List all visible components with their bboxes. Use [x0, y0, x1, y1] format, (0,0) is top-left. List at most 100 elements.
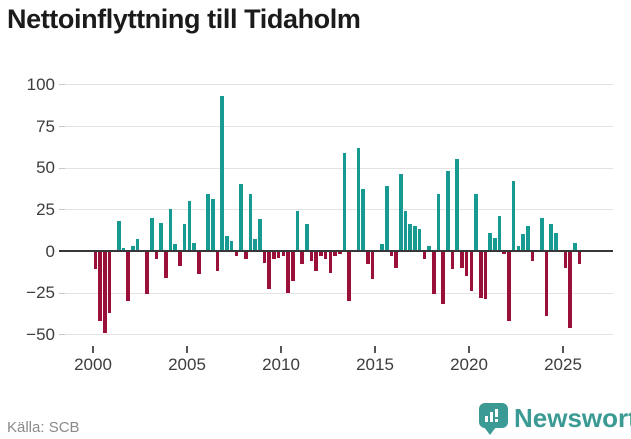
y-axis-label: 25	[36, 199, 55, 219]
bar-2006Q1	[206, 194, 210, 251]
gridline	[65, 209, 613, 211]
x-axis-label: 2020	[450, 355, 488, 374]
bar-2011Q3	[309, 251, 314, 261]
bar-2022Q3	[516, 246, 521, 251]
bar-2009Q1	[262, 251, 267, 263]
bar-2020Q1	[469, 251, 474, 291]
bar-2007Q3	[234, 251, 239, 256]
bar-2022Q4	[521, 234, 525, 251]
bar-2011Q4	[314, 251, 319, 271]
x-tick-mark	[374, 346, 376, 353]
bar-2003Q3	[159, 222, 163, 251]
gridline	[65, 292, 613, 294]
bar-2022Q1	[507, 251, 511, 321]
bar-2024Q2	[549, 224, 554, 251]
bar-2013Q3	[347, 251, 351, 301]
bar-2007Q2	[229, 241, 234, 251]
bar-2023Q2	[530, 251, 535, 261]
bar-2019Q3	[460, 251, 464, 268]
bar-2016Q3	[403, 211, 408, 251]
x-axis-label: 2025	[544, 355, 582, 374]
bar-2016Q4	[408, 224, 413, 251]
y-axis-label: 50	[36, 158, 55, 178]
bar-2009Q2	[267, 251, 272, 290]
bar-2018Q4	[446, 171, 450, 251]
bar-2003Q1	[149, 217, 154, 251]
bar-2015Q2	[380, 244, 384, 251]
bar-2025Q1	[563, 251, 568, 268]
y-tick-mark	[59, 126, 65, 127]
bar-2020Q3	[478, 251, 483, 298]
bar-2025Q3	[572, 242, 577, 251]
bar-2009Q4	[276, 251, 281, 258]
y-axis-label: 0	[45, 241, 55, 261]
bar-2020Q4	[483, 251, 488, 300]
y-axis-label: 100	[26, 74, 55, 94]
bar-2021Q3	[497, 216, 502, 251]
bar-2018Q3	[441, 251, 445, 305]
bar-2025Q4	[577, 251, 582, 265]
bar-2024Q3	[554, 232, 558, 251]
bar-2000Q1	[93, 251, 98, 270]
bar-2005Q1	[187, 201, 192, 251]
y-tick-mark	[59, 334, 65, 336]
x-axis-label: 2010	[262, 355, 300, 374]
bar-2001Q3	[121, 247, 126, 251]
y-axis-label: −50	[26, 324, 55, 344]
newsworthy-logo-icon	[479, 403, 508, 435]
bar-2007Q4	[239, 184, 243, 251]
bar-2008Q1	[243, 251, 248, 260]
bar-2015Q3	[384, 186, 389, 251]
bar-2017Q3	[422, 251, 427, 260]
bar-2007Q1	[225, 236, 229, 251]
bar-2008Q4	[258, 219, 262, 251]
bar-2003Q4	[164, 251, 168, 278]
bar-2013Q2	[342, 152, 347, 251]
bar-2011Q1	[300, 251, 304, 265]
bar-2014Q3	[366, 251, 370, 265]
bar-2008Q2	[248, 194, 253, 251]
bar-2010Q1	[281, 251, 286, 256]
bar-2012Q2	[323, 251, 328, 260]
x-tick-mark	[186, 346, 188, 353]
bar-2014Q1	[356, 147, 361, 251]
bar-2012Q4	[333, 251, 337, 256]
newsworthy-logo[interactable]: Newsworthy	[479, 403, 631, 435]
bar-2008Q3	[253, 239, 257, 251]
bar-2014Q4	[370, 251, 375, 280]
bar-2019Q4	[464, 251, 469, 276]
y-tick-mark	[59, 292, 65, 294]
bar-2004Q3	[178, 251, 182, 266]
bar-2002Q1	[131, 246, 135, 251]
y-tick-mark	[59, 209, 65, 211]
bar-2012Q3	[328, 251, 333, 273]
bar-2013Q1	[337, 251, 342, 255]
bar-2010Q2	[286, 251, 290, 293]
bar-2018Q1	[431, 251, 436, 295]
bar-2004Q2	[173, 244, 178, 251]
gridline	[65, 167, 613, 169]
bar-2006Q2	[211, 199, 215, 251]
bar-2017Q2	[417, 229, 422, 251]
bar-2017Q4	[427, 246, 431, 251]
bar-2000Q4	[107, 251, 112, 313]
bar-2002Q4	[145, 251, 149, 295]
bar-2001Q2	[117, 221, 121, 251]
y-tick-mark	[59, 250, 65, 252]
x-tick-mark	[92, 346, 94, 353]
bar-2006Q4	[220, 96, 225, 251]
x-tick-mark	[280, 346, 282, 353]
bar-2011Q2	[305, 224, 309, 251]
newsworthy-wordmark: Newsworthy	[514, 403, 631, 433]
bar-2022Q2	[511, 181, 516, 251]
bar-2012Q1	[319, 251, 323, 256]
source-label: Källa: SCB	[7, 419, 80, 436]
y-tick-mark	[59, 84, 65, 86]
bar-2015Q4	[389, 251, 394, 256]
x-axis-label: 2000	[74, 355, 112, 374]
bar-2018Q2	[436, 194, 441, 251]
bar-2005Q2	[192, 242, 196, 251]
bar-2014Q2	[361, 189, 366, 251]
